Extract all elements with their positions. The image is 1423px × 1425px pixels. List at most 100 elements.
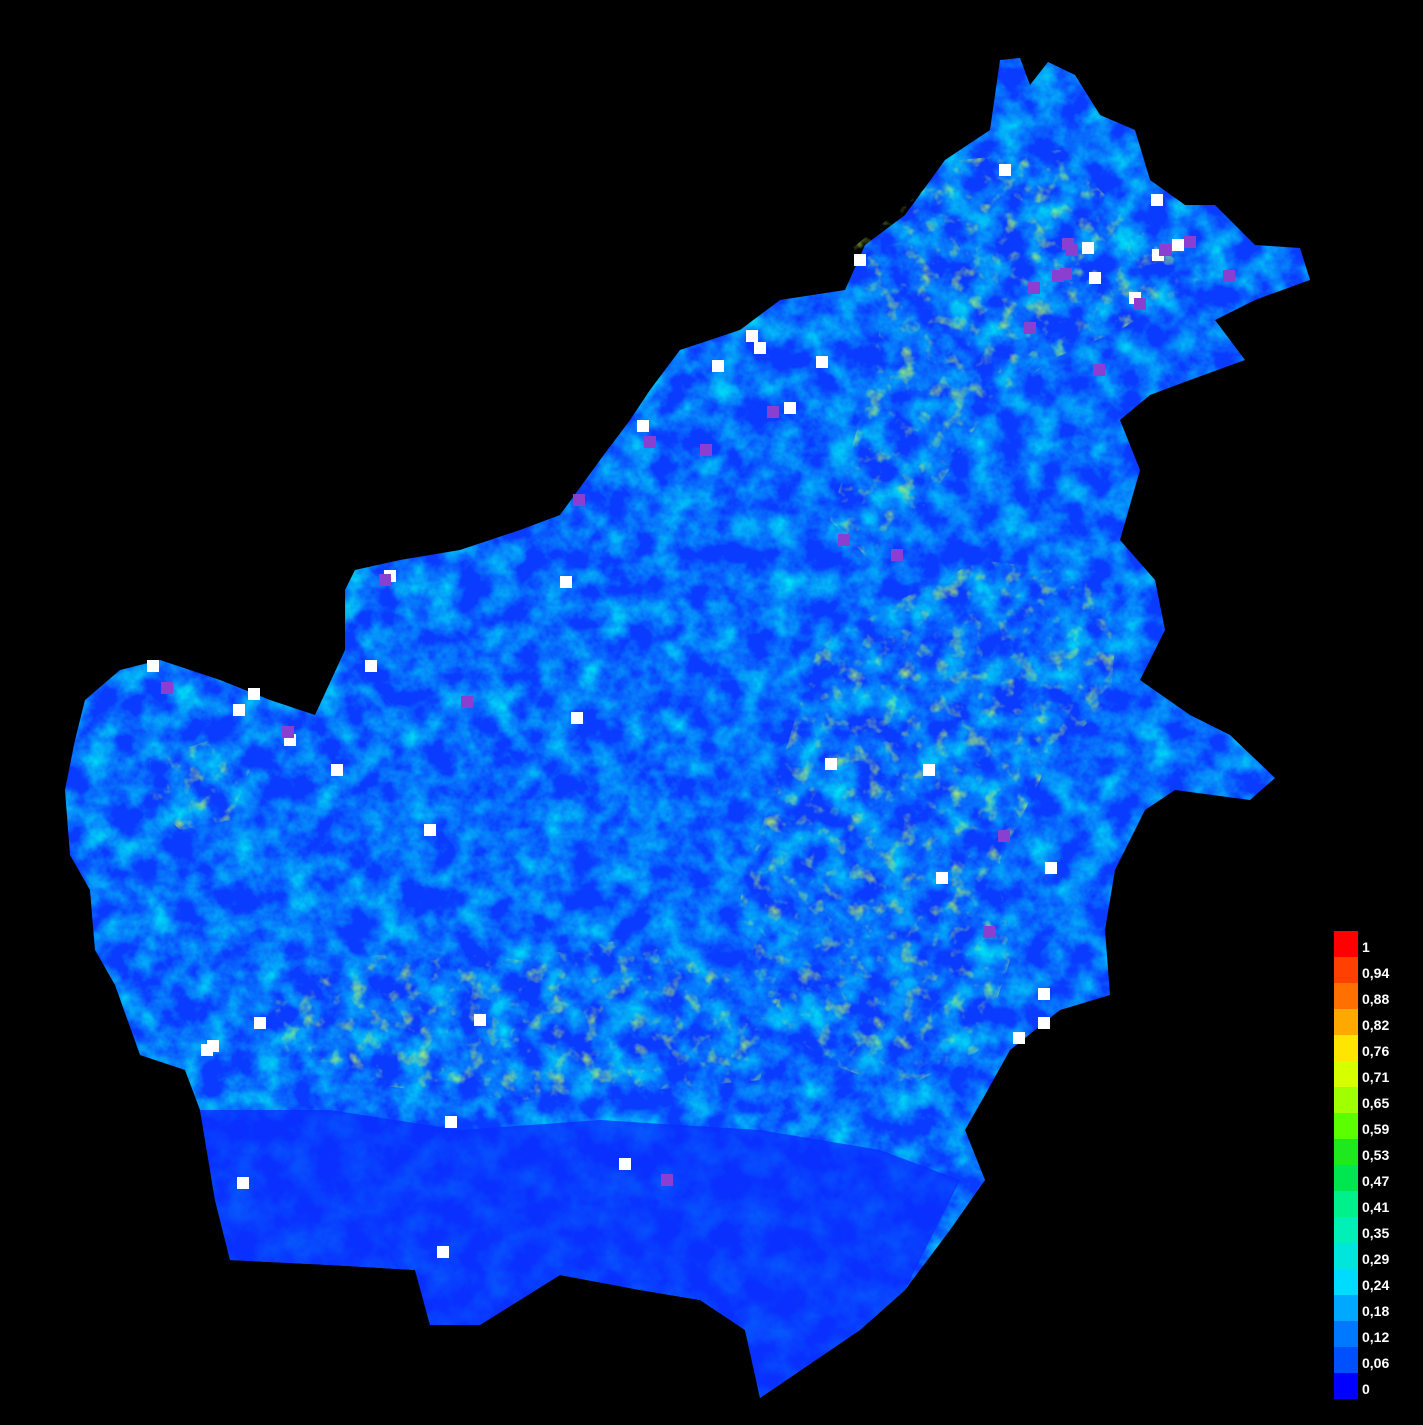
white-point-marker <box>445 1116 457 1128</box>
white-point-marker <box>637 420 649 432</box>
legend-label: 0 <box>1362 1381 1370 1397</box>
purple-point-marker <box>1134 298 1146 310</box>
purple-point-marker <box>891 549 903 561</box>
legend-entry: 0,12 <box>1334 1321 1414 1347</box>
white-point-marker <box>237 1177 249 1189</box>
legend-entry: 1 <box>1334 931 1414 957</box>
white-point-marker <box>619 1158 631 1170</box>
legend-label: 1 <box>1362 939 1370 955</box>
legend-swatch <box>1334 1373 1358 1399</box>
legend-entry: 0,71 <box>1334 1061 1414 1087</box>
white-point-marker <box>233 704 245 716</box>
legend-label: 0,47 <box>1362 1173 1390 1189</box>
legend-entry: 0,06 <box>1334 1347 1414 1373</box>
white-point-marker <box>1151 194 1163 206</box>
legend-swatch <box>1334 1165 1358 1191</box>
legend-entry: 0,65 <box>1334 1087 1414 1113</box>
purple-point-marker <box>998 830 1010 842</box>
legend-label: 0,94 <box>1362 965 1390 981</box>
white-point-marker <box>248 688 260 700</box>
white-point-marker <box>936 872 948 884</box>
purple-point-marker <box>700 444 712 456</box>
white-point-marker <box>1089 272 1101 284</box>
legend-entry: 0 <box>1334 1373 1414 1399</box>
purple-point-marker <box>379 574 391 586</box>
legend-label: 0,82 <box>1362 1017 1390 1033</box>
legend-swatch <box>1334 1061 1358 1087</box>
purple-point-marker <box>1093 364 1105 376</box>
white-point-marker <box>365 660 377 672</box>
legend-entry: 0,35 <box>1334 1217 1414 1243</box>
high-suitability-zone <box>270 940 780 1100</box>
purple-point-marker <box>767 406 779 418</box>
legend-entry: 0,24 <box>1334 1269 1414 1295</box>
white-point-marker <box>754 342 766 354</box>
white-point-marker <box>437 1246 449 1258</box>
white-point-marker <box>1038 1017 1050 1029</box>
white-point-marker <box>1172 239 1184 251</box>
white-point-marker <box>207 1040 219 1052</box>
legend-entry: 0,29 <box>1334 1243 1414 1269</box>
low-suitability-region <box>200 1110 960 1398</box>
white-point-marker <box>854 254 866 266</box>
white-point-marker <box>474 1014 486 1026</box>
legend-entry: 0,76 <box>1334 1035 1414 1061</box>
white-point-marker <box>784 402 796 414</box>
legend-label: 0,71 <box>1362 1069 1390 1085</box>
legend-entry: 0,47 <box>1334 1165 1414 1191</box>
legend-entry: 0,18 <box>1334 1295 1414 1321</box>
high-suitability-zone <box>740 560 1120 1090</box>
high-suitability-zone <box>830 150 1200 560</box>
legend-label: 0,35 <box>1362 1225 1390 1241</box>
purple-point-marker <box>573 494 585 506</box>
legend-label: 0,41 <box>1362 1199 1390 1215</box>
white-point-marker <box>825 758 837 770</box>
white-point-marker <box>147 660 159 672</box>
purple-point-marker <box>1024 322 1036 334</box>
legend-swatch <box>1334 1295 1358 1321</box>
legend-swatch <box>1334 1217 1358 1243</box>
purple-point-marker <box>461 696 473 708</box>
purple-point-marker <box>1223 270 1235 282</box>
legend-swatch <box>1334 1113 1358 1139</box>
white-point-marker <box>254 1017 266 1029</box>
white-point-marker <box>923 764 935 776</box>
color-scale-legend: 1 0,94 0,88 0,82 0,76 0,71 0,65 0,59 0,53 0,47 0,4… <box>1334 931 1414 1399</box>
white-point-marker <box>999 164 1011 176</box>
purple-point-marker <box>661 1174 673 1186</box>
legend-swatch <box>1334 1321 1358 1347</box>
purple-point-marker <box>1184 236 1196 248</box>
legend-label: 0,12 <box>1362 1329 1390 1345</box>
purple-point-marker <box>1159 244 1171 256</box>
purple-point-marker <box>1066 244 1078 256</box>
legend-swatch <box>1334 1243 1358 1269</box>
island-landmass <box>65 58 1310 1398</box>
legend-swatch <box>1334 1347 1358 1373</box>
white-point-marker <box>712 360 724 372</box>
legend-label: 0,29 <box>1362 1251 1390 1267</box>
purple-point-marker <box>983 926 995 938</box>
white-point-marker <box>571 712 583 724</box>
white-point-marker <box>424 824 436 836</box>
purple-point-marker <box>838 534 850 546</box>
legend-label: 0,88 <box>1362 991 1390 1007</box>
legend-swatch <box>1334 931 1358 957</box>
purple-point-marker <box>1060 268 1072 280</box>
legend-entry: 0,59 <box>1334 1113 1414 1139</box>
legend-label: 0,18 <box>1362 1303 1390 1319</box>
legend-label: 0,65 <box>1362 1095 1390 1111</box>
legend-label: 0,76 <box>1362 1043 1390 1059</box>
white-point-marker <box>331 764 343 776</box>
legend-swatch <box>1334 1139 1358 1165</box>
legend-entry: 0,53 <box>1334 1139 1414 1165</box>
white-point-marker <box>1038 988 1050 1000</box>
legend-swatch <box>1334 1269 1358 1295</box>
purple-point-marker <box>161 682 173 694</box>
legend-swatch <box>1334 1009 1358 1035</box>
legend-label: 0,06 <box>1362 1355 1390 1371</box>
legend-swatch <box>1334 1035 1358 1061</box>
purple-point-marker <box>1028 282 1040 294</box>
white-point-marker <box>1013 1032 1025 1044</box>
legend-entry: 0,82 <box>1334 1009 1414 1035</box>
